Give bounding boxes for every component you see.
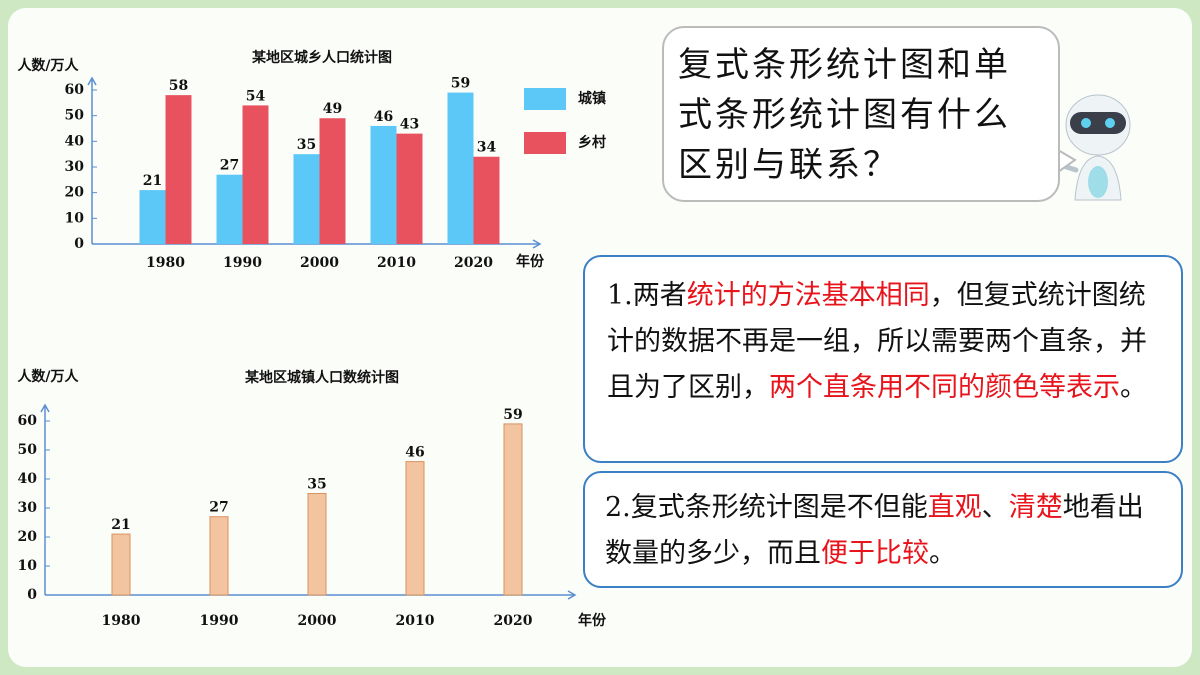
chart-title: 某地区城镇人口数统计图 — [245, 369, 399, 386]
axis-arrow — [532, 239, 542, 249]
data-label: 59 — [451, 76, 470, 92]
x-tick-label: 2020 — [494, 613, 533, 629]
bar — [216, 174, 243, 244]
x-tick-label: 2010 — [396, 613, 435, 629]
y-tick-label: 30 — [18, 500, 38, 516]
data-label: 27 — [209, 500, 228, 516]
bubble-tail — [1057, 149, 1077, 173]
x-tick-label: 1980 — [102, 613, 141, 629]
point-box: 1.两者统计的方法基本相同，但复式统计图统计的数据不再是一组，所以需要两个直条，… — [583, 255, 1183, 463]
text-segment: 便于比较 — [821, 538, 929, 569]
y-tick-label: 50 — [65, 108, 85, 124]
bar — [209, 516, 229, 596]
chart-title: 某地区城乡人口统计图 — [252, 49, 392, 66]
text-segment: 地看出数量的多少，而且 — [605, 492, 1144, 569]
data-label: 34 — [477, 140, 497, 156]
y-tick-label: 10 — [65, 210, 85, 226]
text-segment: 两个直条用不同的颜色等表示 — [769, 372, 1120, 403]
data-label: 58 — [169, 78, 188, 94]
y-tick-label: 60 — [18, 413, 38, 429]
x-axis-label: 年份 — [516, 253, 545, 270]
legend-swatch — [524, 88, 566, 110]
legend-label: 城镇 — [578, 90, 606, 107]
text-segment: 2.复式条形统计图是不但能 — [605, 492, 928, 523]
bar — [165, 95, 192, 244]
text-segment: 清楚 — [1008, 492, 1063, 523]
legend-label: 乡村 — [578, 134, 606, 151]
legend-swatch — [524, 132, 566, 154]
y-tick-label: 30 — [65, 159, 85, 175]
y-tick-label: 20 — [65, 185, 85, 201]
y-tick-label: 40 — [18, 471, 38, 487]
x-axis-label: 年份 — [578, 612, 607, 629]
data-label: 46 — [374, 109, 393, 125]
x-tick-label: 2000 — [298, 613, 337, 629]
y-axis-label: 人数/万人 — [17, 368, 79, 385]
axis-arrow — [87, 76, 97, 86]
bar — [242, 105, 269, 245]
question-bubble: 复式条形统计图和单式条形统计图有什么区别与联系？ — [662, 26, 1060, 202]
data-label: 21 — [111, 517, 130, 533]
x-tick-label: 2000 — [300, 255, 339, 271]
bar — [405, 461, 425, 596]
data-label: 43 — [400, 117, 419, 133]
x-tick-label: 1980 — [146, 255, 185, 271]
bar — [503, 423, 523, 596]
data-label: 54 — [246, 88, 266, 104]
text-segment: 。 — [1120, 372, 1147, 403]
data-label: 35 — [307, 477, 326, 493]
data-label: 46 — [405, 445, 424, 461]
y-axis-label: 人数/万人 — [17, 57, 79, 74]
bar — [293, 154, 320, 244]
bar — [447, 92, 474, 244]
text-segment: 直观 — [927, 492, 982, 523]
y-tick-label: 60 — [65, 82, 85, 98]
data-label: 21 — [143, 173, 162, 189]
bar — [307, 493, 327, 596]
data-label: 35 — [297, 137, 316, 153]
x-tick-label: 1990 — [223, 255, 262, 271]
x-tick-label: 2010 — [377, 255, 416, 271]
axis-arrow — [40, 403, 50, 413]
text-segment: ，但复式统计图统计的数据不再是一组，所以需要两个直条，并且为了区别， — [607, 280, 1147, 403]
bar — [139, 190, 166, 244]
y-tick-label: 20 — [18, 529, 38, 545]
data-label: 27 — [220, 158, 239, 174]
y-tick-label: 40 — [65, 133, 85, 149]
data-label: 49 — [323, 101, 342, 117]
x-tick-label: 2020 — [454, 255, 493, 271]
bar — [473, 156, 500, 244]
y-tick-label: 10 — [18, 558, 38, 574]
text-segment: 1.两者 — [607, 280, 687, 311]
bar — [370, 125, 397, 244]
bar — [111, 533, 131, 596]
bar — [319, 118, 346, 244]
text-segment: 统计的方法基本相同 — [686, 280, 930, 311]
y-tick-label: 50 — [18, 442, 38, 458]
data-label: 59 — [503, 407, 522, 423]
y-tick-label: 0 — [27, 587, 37, 603]
axis-arrow — [567, 590, 577, 600]
x-tick-label: 1990 — [200, 613, 239, 629]
text-segment: 、 — [981, 492, 1009, 523]
robot — [1041, 94, 1131, 201]
point-box: 2.复式条形统计图是不但能直观、清楚地看出数量的多少，而且便于比较。 — [583, 471, 1183, 588]
bar — [396, 133, 423, 244]
text-segment: 。 — [929, 538, 956, 569]
y-tick-label: 0 — [74, 236, 84, 252]
